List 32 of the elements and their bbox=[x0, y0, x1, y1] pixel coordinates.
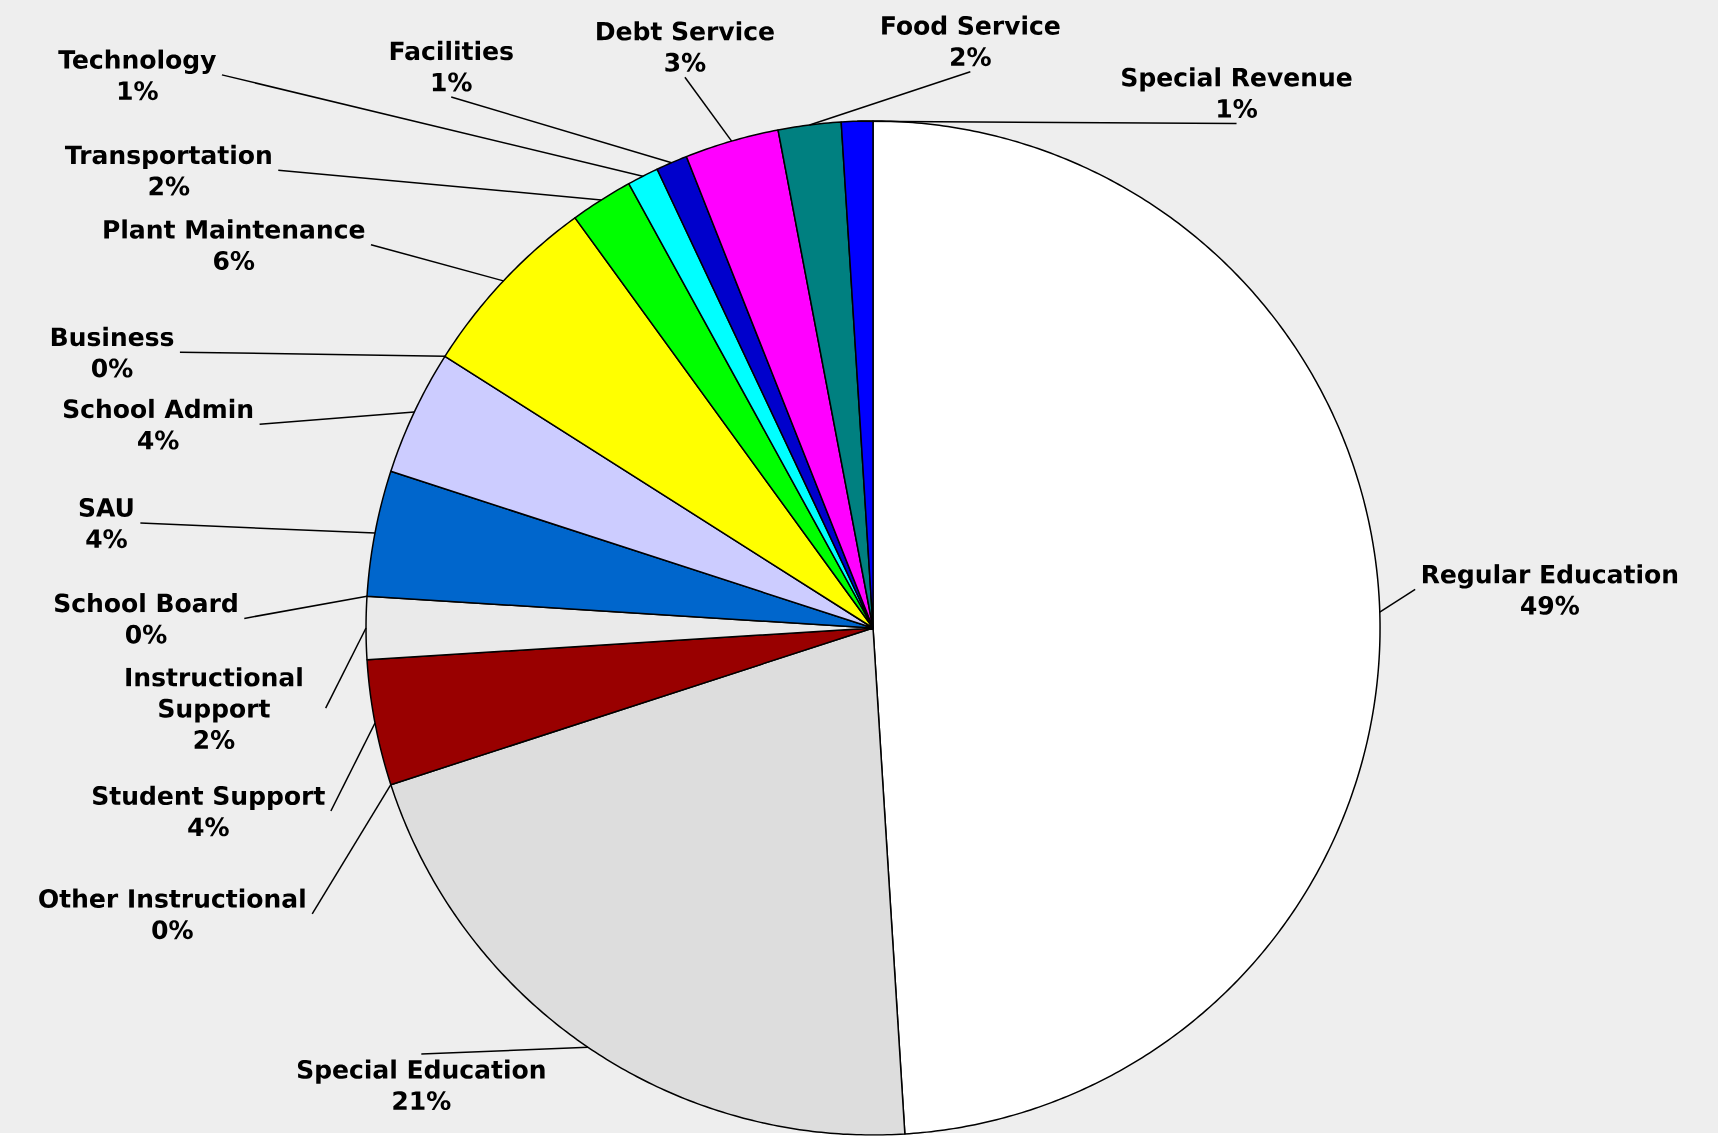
data-label: 2% bbox=[951, 47, 991, 67]
slice-label: Special Revenue bbox=[1122, 67, 1352, 92]
data-label: 4% bbox=[138, 430, 179, 450]
data-label: 1% bbox=[118, 81, 158, 101]
legend-label: School Board bbox=[55, 593, 237, 613]
data-label: 1% bbox=[432, 72, 472, 92]
data-label: 1% bbox=[1218, 99, 1257, 118]
category-label: Business bbox=[51, 326, 174, 347]
data-label: 4% bbox=[188, 817, 229, 837]
slice-label: SAU bbox=[79, 498, 133, 518]
text: 0% bbox=[92, 358, 133, 378]
data-label: 6% bbox=[214, 251, 255, 271]
data-label: 2% bbox=[149, 176, 190, 196]
slice-label: Special Education bbox=[297, 1059, 545, 1084]
data-label: 49% bbox=[1521, 595, 1579, 615]
slice-label: Instructional Support bbox=[126, 667, 302, 723]
slice-label: Regular Education bbox=[1422, 564, 1678, 589]
slice-label: Plant Maintenance bbox=[104, 219, 365, 239]
slice-label: Transportation bbox=[64, 144, 271, 170]
slice-label: Technology bbox=[58, 49, 216, 75]
text: 0% bbox=[152, 920, 193, 940]
slice-label: Student Support bbox=[93, 785, 325, 811]
slice-label: School Admin bbox=[63, 398, 253, 419]
category-label: Other Instructional bbox=[39, 888, 305, 909]
text: 0% bbox=[126, 624, 167, 644]
slice-label: Debt Service bbox=[597, 21, 774, 41]
data-label: 3% bbox=[665, 52, 706, 72]
data-label: 2% bbox=[194, 730, 235, 750]
data-label: 21% bbox=[393, 1091, 451, 1111]
data-label: 4% bbox=[86, 529, 127, 549]
slice-label: Facilities bbox=[390, 40, 513, 61]
slice-label: Food Service bbox=[882, 15, 1060, 36]
